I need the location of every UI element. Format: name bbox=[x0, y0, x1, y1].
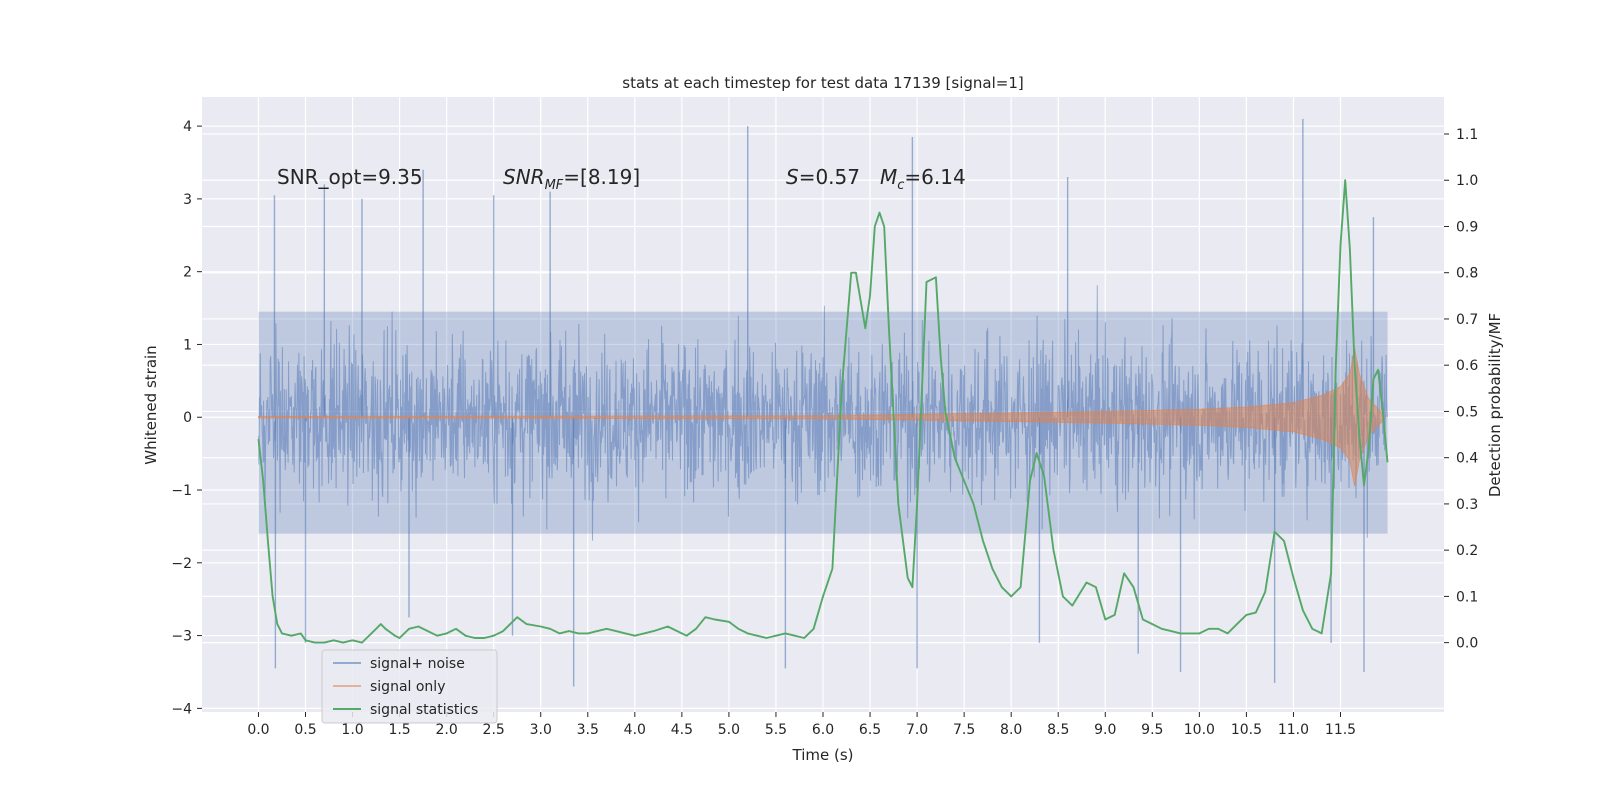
x-tick-label: 0.5 bbox=[294, 722, 316, 738]
mc-symbol: M bbox=[880, 165, 897, 189]
legend-label-signal: signal only bbox=[370, 679, 445, 695]
stats-series bbox=[257, 179, 1389, 644]
x-tick-label: 2.5 bbox=[483, 722, 505, 738]
x-tick-label: 3.5 bbox=[577, 722, 599, 738]
annotation-snr-mf: SNRMF=[8.19] bbox=[503, 165, 640, 193]
legend-label-stats: signal statistics bbox=[370, 702, 478, 718]
chart-title: stats at each timestep for test data 171… bbox=[622, 74, 1023, 92]
y-axis-label-left: Whitened strain bbox=[142, 345, 160, 464]
annotation-mc: Mc=6.14 bbox=[880, 165, 966, 193]
x-tick-label: 8.5 bbox=[1047, 722, 1069, 738]
y-right-tick-label: 0.9 bbox=[1456, 219, 1478, 235]
x-tick-label: 2.0 bbox=[436, 722, 458, 738]
x-tick-label: 9.5 bbox=[1141, 722, 1163, 738]
s-value: =0.57 bbox=[799, 165, 860, 189]
x-tick-label: 9.0 bbox=[1094, 722, 1116, 738]
y-right-tick-label: 0.2 bbox=[1456, 543, 1478, 559]
y-right-tick-label: 0.4 bbox=[1456, 451, 1478, 467]
y-left-tick-label: 2 bbox=[183, 265, 192, 281]
snr-mf-symbol: SNR bbox=[503, 165, 545, 189]
x-tick-label: 8.0 bbox=[1000, 722, 1022, 738]
y-left-tick-label: −4 bbox=[171, 701, 192, 717]
y-right-tick-label: 0.1 bbox=[1456, 589, 1478, 605]
snr-mf-value: =[8.19] bbox=[563, 165, 640, 189]
annotation-snr-opt: SNR_opt=9.35 bbox=[277, 165, 423, 189]
legend: signal+ noise signal only signal statist… bbox=[321, 649, 498, 724]
y-left-tick-label: 3 bbox=[183, 192, 192, 208]
x-tick-label: 1.5 bbox=[388, 722, 410, 738]
y-axis-label-right: Detection probability/MF bbox=[1486, 313, 1504, 497]
y-left-tick-label: −1 bbox=[171, 483, 192, 499]
annotation-s: S=0.57 bbox=[786, 165, 860, 189]
x-tick-label: 4.0 bbox=[624, 722, 646, 738]
y-left-tick-label: 0 bbox=[183, 410, 192, 426]
stats-line bbox=[257, 179, 1389, 644]
y-right-tick-label: 1.0 bbox=[1456, 173, 1478, 189]
mc-value: =6.14 bbox=[904, 165, 965, 189]
y-right-tick-label: 0.3 bbox=[1456, 497, 1478, 513]
y-right-tick-label: 0.0 bbox=[1456, 636, 1478, 652]
y-right-tick-label: 0.6 bbox=[1456, 358, 1478, 374]
ticks: 0.0 0.5 1.0 1.5 2.0 2.5 3.0 3.5 4.0 4.5 5.0 5.5 6.0 6… bbox=[171, 119, 1478, 738]
x-tick-label: 11.5 bbox=[1325, 722, 1356, 738]
y-left-tick-label: 4 bbox=[183, 119, 192, 135]
y-right-tick-label: 1.1 bbox=[1456, 127, 1478, 143]
x-tick-label: 7.0 bbox=[906, 722, 928, 738]
x-tick-label: 6.0 bbox=[812, 722, 834, 738]
snr-mf-subscript: MF bbox=[545, 178, 564, 193]
x-tick-label: 5.5 bbox=[765, 722, 787, 738]
s-symbol: S bbox=[786, 165, 799, 189]
y-left-tick-label: −3 bbox=[171, 629, 192, 645]
y-right-tick-label: 0.5 bbox=[1456, 404, 1478, 420]
x-tick-label: 10.5 bbox=[1231, 722, 1262, 738]
x-axis-label: Time (s) bbox=[792, 746, 854, 764]
x-tick-label: 7.5 bbox=[953, 722, 975, 738]
y-left-tick-label: 1 bbox=[183, 337, 192, 353]
mc-subscript: c bbox=[897, 178, 904, 193]
x-tick-label: 4.5 bbox=[671, 722, 693, 738]
x-tick-label: 1.0 bbox=[341, 722, 363, 738]
x-tick-label: 0.0 bbox=[247, 722, 269, 738]
y-right-tick-label: 0.8 bbox=[1456, 266, 1478, 282]
x-tick-label: 11.0 bbox=[1278, 722, 1309, 738]
x-tick-label: 10.0 bbox=[1184, 722, 1215, 738]
legend-label-noise: signal+ noise bbox=[370, 656, 465, 672]
x-tick-label: 5.0 bbox=[718, 722, 740, 738]
y-right-tick-label: 0.7 bbox=[1456, 312, 1478, 328]
legend-box bbox=[321, 649, 498, 724]
y-left-tick-label: −2 bbox=[171, 556, 192, 572]
x-tick-label: 3.0 bbox=[530, 722, 552, 738]
x-tick-label: 6.5 bbox=[859, 722, 881, 738]
